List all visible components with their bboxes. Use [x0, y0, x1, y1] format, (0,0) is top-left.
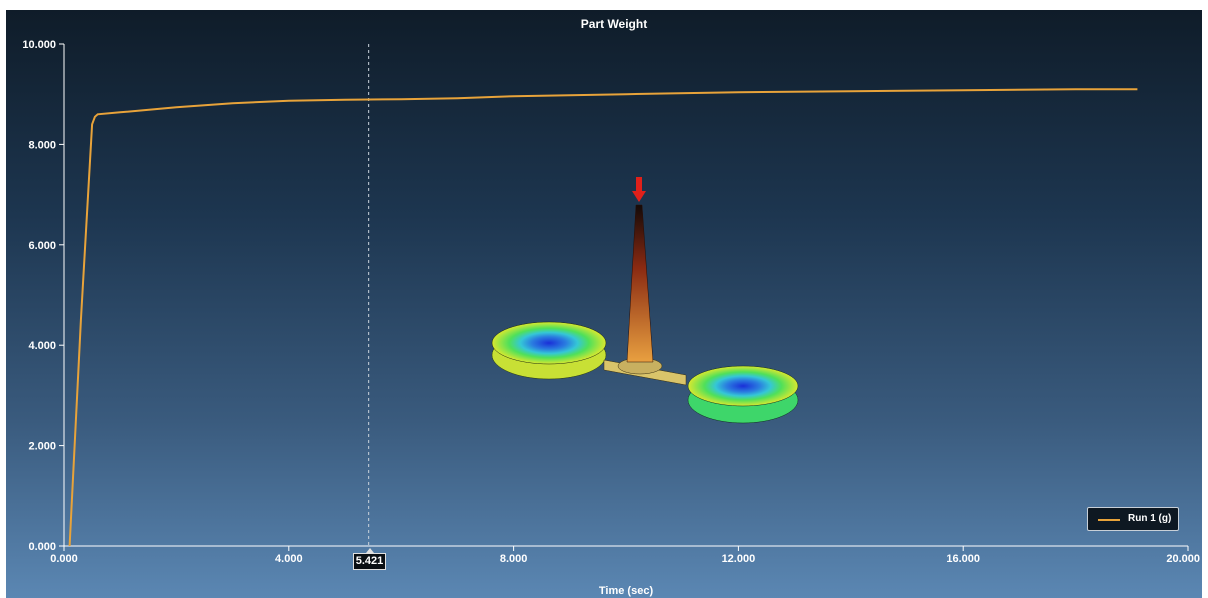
chart-title: Part Weight — [581, 17, 647, 31]
legend-swatch-run-1 — [1098, 519, 1120, 521]
y-tick-label: 6.000 — [28, 240, 56, 252]
y-axis: 0.000 2.000 4.000 6.000 8.000 10.000 — [22, 39, 65, 553]
y-tick-label: 2.000 — [28, 441, 56, 453]
left-disc-top — [491, 321, 607, 365]
right-disc-top — [687, 365, 799, 407]
legend: Run 1 (g) — [1087, 507, 1179, 531]
x-tick-label: 16.000 — [946, 553, 980, 565]
mold-model-illustration — [491, 177, 799, 424]
injection-arrow-shaft — [636, 177, 642, 191]
series-line-run-1 — [68, 88, 1138, 547]
cursor-value-badge[interactable]: 5.421 — [353, 553, 386, 570]
x-tick-label: 12.000 — [722, 553, 756, 565]
x-tick-label: 4.000 — [275, 553, 303, 565]
x-tick-label: 8.000 — [500, 553, 528, 565]
injection-arrow-head — [632, 191, 646, 202]
x-tick-label: 20.000 — [1166, 553, 1200, 565]
x-tick-label: 0.000 — [50, 553, 78, 565]
y-tick-label: 0.000 — [28, 541, 56, 553]
y-tick-label: 4.000 — [28, 340, 56, 352]
x-axis: 0.000 4.000 8.000 12.000 16.000 20.000 Time (s… — [50, 545, 1200, 597]
sprue — [626, 204, 654, 363]
y-tick-label: 8.000 — [28, 139, 56, 151]
legend-label-run-1: Run 1 (g) — [1128, 513, 1172, 524]
y-tick-label: 10.000 — [22, 39, 56, 51]
cursor-pointer-icon — [366, 548, 374, 553]
x-axis-title: Time (sec) — [599, 585, 654, 597]
chart-frame: Part Weight 0.000 2.000 4.000 6.000 8.000 10.… — [6, 10, 1202, 598]
chart-svg: Part Weight 0.000 2.000 4.000 6.000 8.000 10.… — [22, 17, 1200, 597]
